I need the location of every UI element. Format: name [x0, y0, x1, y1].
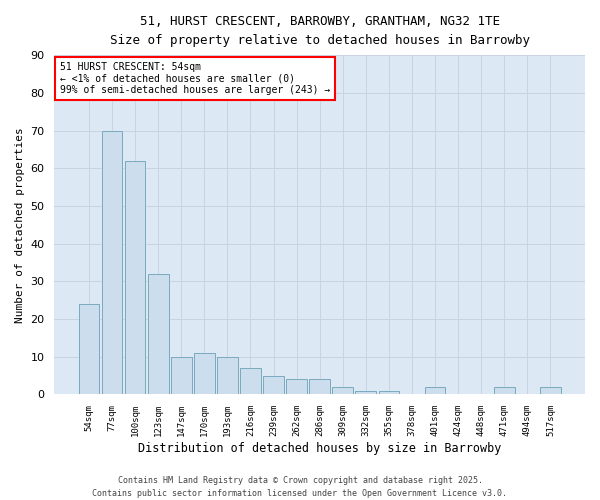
Title: 51, HURST CRESCENT, BARROWBY, GRANTHAM, NG32 1TE
Size of property relative to de: 51, HURST CRESCENT, BARROWBY, GRANTHAM, … [110, 15, 530, 47]
Bar [263, 376, 284, 394]
Bar [240, 368, 261, 394]
Bar [101, 130, 122, 394]
Bar [379, 390, 400, 394]
Y-axis label: Number of detached properties: Number of detached properties [15, 127, 25, 322]
Text: Contains HM Land Registry data © Crown copyright and database right 2025.
Contai: Contains HM Land Registry data © Crown c… [92, 476, 508, 498]
Bar [79, 304, 99, 394]
Bar [310, 380, 330, 394]
Bar [125, 160, 145, 394]
Bar [171, 357, 191, 395]
Text: 51 HURST CRESCENT: 54sqm
← <1% of detached houses are smaller (0)
99% of semi-de: 51 HURST CRESCENT: 54sqm ← <1% of detach… [60, 62, 330, 95]
Bar [494, 387, 515, 394]
Bar [286, 380, 307, 394]
Bar [194, 353, 215, 395]
Bar [332, 387, 353, 394]
Bar [540, 387, 561, 394]
Bar [355, 390, 376, 394]
Bar [217, 357, 238, 395]
Bar [148, 274, 169, 394]
Bar [425, 387, 445, 394]
X-axis label: Distribution of detached houses by size in Barrowby: Distribution of detached houses by size … [138, 442, 502, 455]
